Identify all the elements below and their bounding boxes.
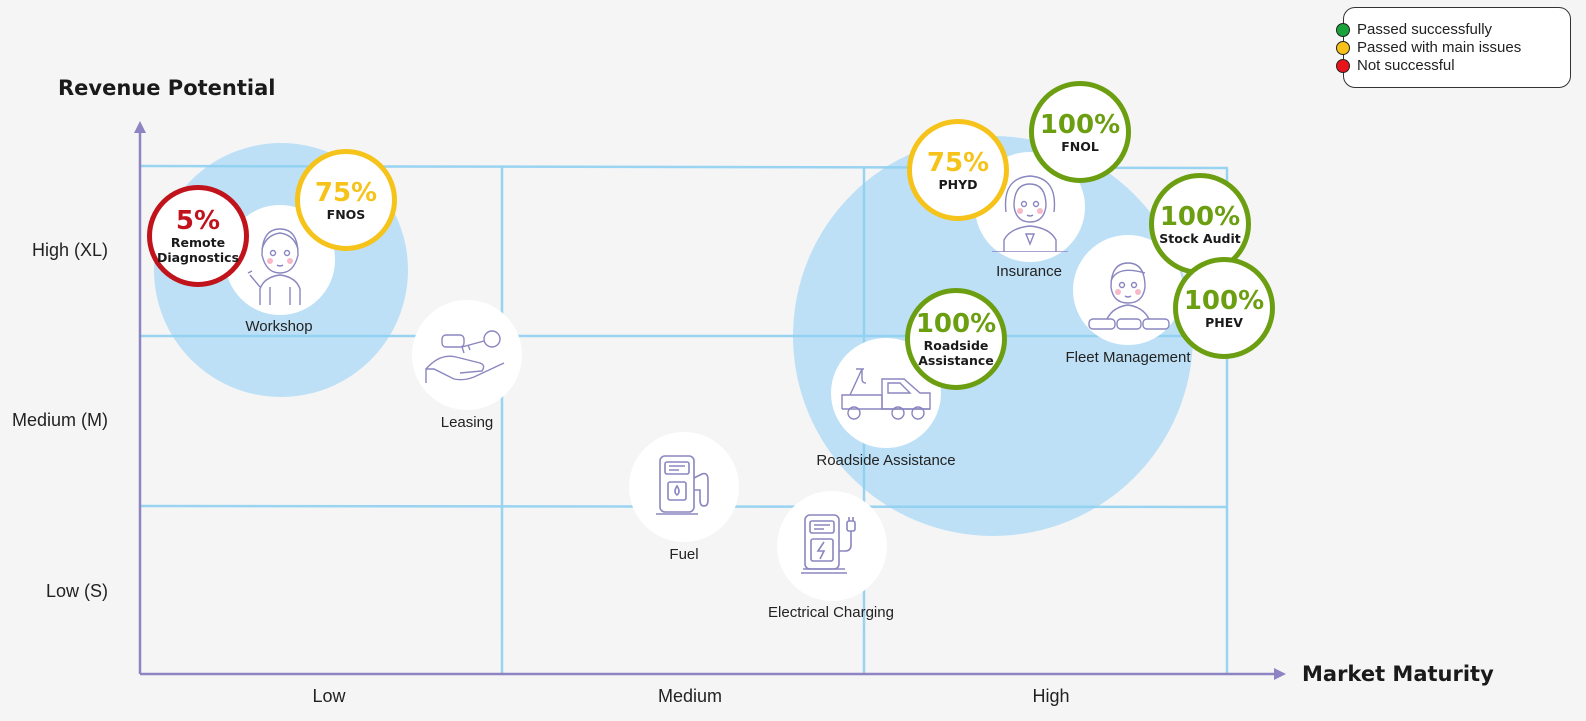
badge-fnol: 100% FNOL — [1029, 81, 1131, 183]
x-level-high: High — [1032, 686, 1070, 706]
green-dot-icon — [1336, 22, 1350, 37]
charging-icon-circle — [777, 491, 887, 601]
legend-item-passed: Passed successfully — [1336, 21, 1493, 38]
leasing-label: Leasing — [440, 414, 494, 431]
red-dot-icon — [1336, 58, 1350, 73]
agent-icon — [992, 175, 1068, 252]
badge-name: Remote — [170, 235, 226, 250]
badge-name: FNOS — [326, 206, 366, 222]
ev-charger-icon — [801, 514, 856, 574]
badge-remote-diagnostics: 5% Remote Diagnostics — [147, 185, 249, 287]
insurance-label: Insurance — [996, 263, 1062, 280]
x-level-low: Low — [312, 686, 346, 706]
fuel-icon-circle — [629, 432, 739, 542]
badge-percent: 100% — [1159, 201, 1241, 232]
legend: Passed successfully Passed with main iss… — [1336, 7, 1571, 88]
badge-percent: 100% — [915, 309, 997, 339]
badge-name: Diagnostics — [156, 250, 240, 265]
fleet-manager-icon — [1088, 262, 1170, 330]
badge-percent: 75% — [926, 147, 990, 178]
mechanic-icon — [247, 228, 301, 305]
legend-label: Not successful — [1357, 57, 1455, 74]
badge-phyd: 75% PHYD — [907, 119, 1009, 221]
legend-label: Passed successfully — [1357, 21, 1493, 38]
hand-key-icon — [425, 330, 505, 383]
y-axis-title: Revenue Potential — [58, 76, 276, 100]
badge-name: Roadside — [923, 338, 989, 353]
badge-percent: 100% — [1039, 109, 1121, 140]
badge-phev: 100% PHEV — [1173, 257, 1275, 359]
legend-item-failed: Not successful — [1336, 57, 1455, 74]
badge-name: Assistance — [918, 353, 994, 368]
workshop-label: Workshop — [245, 318, 313, 335]
charging-label: Electrical Charging — [768, 604, 894, 621]
badge-percent: 75% — [314, 177, 378, 208]
yellow-dot-icon — [1336, 40, 1350, 55]
badge-name: PHEV — [1205, 314, 1243, 330]
badge-name: PHYD — [938, 176, 978, 192]
x-axis-title: Market Maturity — [1302, 662, 1494, 686]
fuel-pump-icon — [656, 455, 709, 515]
fuel-label: Fuel — [669, 546, 699, 563]
axes — [134, 121, 1286, 680]
tow-truck-icon — [841, 368, 931, 420]
legend-label: Passed with main issues — [1357, 39, 1522, 56]
y-level-low: Low (S) — [45, 581, 108, 601]
x-axis-arrow — [1274, 668, 1286, 680]
legend-item-issues: Passed with main issues — [1336, 39, 1522, 56]
y-axis-arrow — [134, 121, 146, 133]
badge-name: Stock Audit — [1159, 230, 1241, 246]
fleet-label: Fleet Management — [1065, 349, 1191, 366]
badge-fnos: 75% FNOS — [295, 149, 397, 251]
badge-percent: 5% — [175, 206, 221, 236]
y-level-medium: Medium (M) — [11, 410, 108, 430]
roadside-label: Roadside Assistance — [816, 452, 956, 469]
leasing-icon-circle — [412, 300, 522, 410]
badge-name: FNOL — [1061, 138, 1099, 154]
y-level-high: High (XL) — [31, 240, 108, 260]
badge-roadside-assistance: 100% Roadside Assistance — [905, 288, 1007, 390]
badge-percent: 100% — [1183, 285, 1265, 316]
x-level-medium: Medium — [657, 686, 723, 706]
